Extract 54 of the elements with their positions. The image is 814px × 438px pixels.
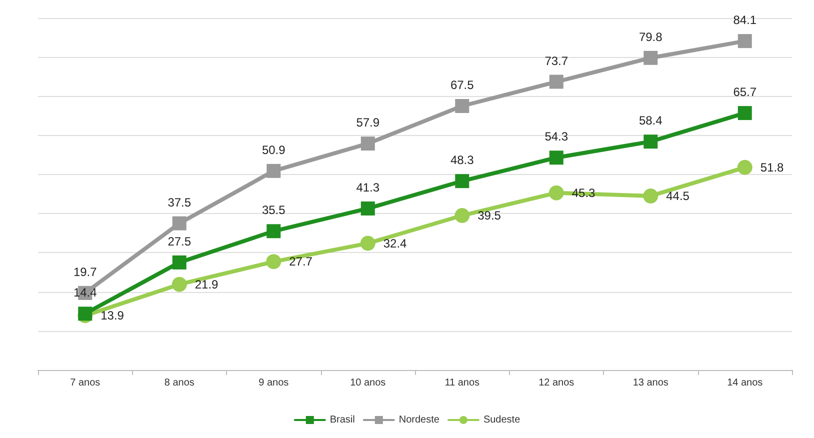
point — [360, 201, 375, 216]
x-tick-label: 13 anos — [632, 378, 668, 388]
data-label: 51.8 — [760, 160, 784, 174]
point — [643, 188, 658, 204]
data-label: 65.7 — [733, 85, 757, 100]
x-tick-label: 14 anos — [727, 378, 763, 388]
data-label: 58.4 — [638, 114, 663, 128]
data-label: 39.5 — [478, 208, 502, 223]
data-label: 79.8 — [638, 30, 663, 44]
point — [549, 74, 564, 89]
data-label: 57.9 — [356, 116, 380, 130]
x-tick-label: 12 anos — [538, 378, 574, 388]
x-tick-label: 8 anos — [164, 378, 194, 388]
point — [360, 236, 376, 251]
legend-label: Nordeste — [398, 414, 440, 426]
data-label: 54.3 — [544, 130, 568, 144]
data-label: 73.7 — [544, 54, 568, 68]
point — [360, 136, 375, 151]
x-tick-label: 10 anos — [350, 378, 386, 388]
point — [172, 216, 186, 230]
data-label: 19.7 — [73, 264, 98, 279]
data-label: 48.3 — [450, 153, 474, 168]
data-label: 32.4 — [383, 236, 408, 250]
legend-label: Brasil — [330, 414, 355, 426]
data-label: 67.5 — [450, 78, 474, 92]
data-label: 50.9 — [262, 142, 286, 157]
point — [172, 255, 186, 270]
point — [172, 276, 187, 292]
x-tick-label: 7 anos — [70, 378, 100, 388]
point — [266, 224, 281, 238]
data-label: 27.5 — [168, 234, 192, 248]
data-label: 41.3 — [356, 180, 380, 194]
point — [737, 160, 752, 175]
data-label: 44.5 — [666, 188, 690, 203]
data-label: 27.7 — [289, 254, 313, 269]
point — [455, 99, 470, 113]
point — [549, 150, 564, 165]
data-label: 35.5 — [262, 203, 286, 218]
x-tick-label: 11 anos — [444, 378, 480, 388]
point — [644, 50, 658, 65]
x-tick-label: 9 anos — [258, 378, 289, 388]
data-label: 13.9 — [100, 308, 124, 323]
data-label: 37.5 — [168, 195, 192, 210]
point — [738, 34, 752, 48]
point — [548, 185, 564, 200]
legend-label: Sudeste — [483, 414, 521, 426]
point — [266, 254, 282, 270]
data-label: 21.9 — [194, 277, 219, 292]
point — [455, 174, 470, 188]
point — [738, 106, 752, 120]
point — [266, 164, 281, 178]
point — [644, 134, 658, 149]
point — [454, 208, 470, 224]
data-label: 84.1 — [733, 13, 757, 28]
